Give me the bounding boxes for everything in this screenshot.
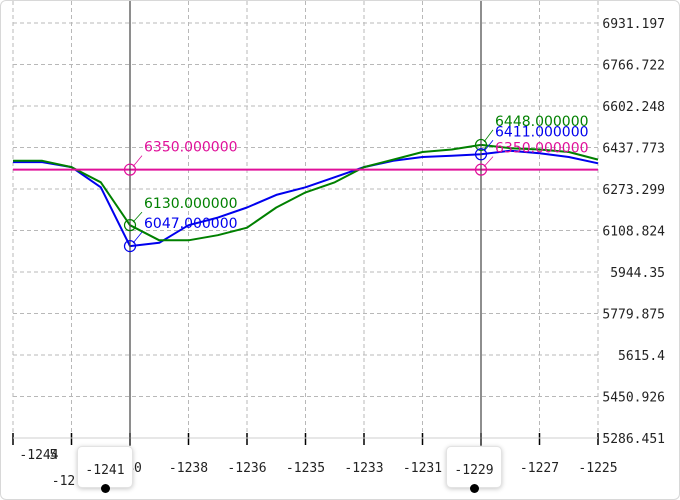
y-tick-label: 6273.299 (602, 183, 665, 198)
y-axis: 6931.197 6766.722 6602.248 6437.773 6273.299… (602, 17, 665, 447)
x-tick-label: -12 (52, 474, 75, 489)
x-tick-label: -1235 (286, 461, 325, 476)
crosshair-handle-label: -1229 (454, 463, 494, 478)
x-tick-label: -1225 (578, 461, 617, 476)
readout-leader (483, 129, 494, 143)
readout-label-magenta: 6350.000000 (144, 140, 238, 156)
series-line-blue (13, 149, 599, 248)
readout-label-blue: 6047.000000 (144, 216, 238, 232)
readout-leader (132, 231, 143, 244)
x-tick-label: -1227 (520, 461, 559, 476)
y-tick-label: 6766.722 (602, 59, 665, 74)
x-tick-label: -1238 (169, 461, 208, 476)
readout-leader (483, 140, 494, 152)
y-tick-label: 6437.773 (602, 142, 665, 157)
crosshair-marker-magenta (123, 163, 137, 176)
x-tick-label: -1244 (19, 448, 58, 463)
y-tick-label: 5944.35 (610, 266, 665, 281)
y-tick-label: 6602.248 (602, 100, 665, 115)
readout-label-green: 6130.000000 (144, 196, 238, 212)
readout-leader (132, 211, 143, 223)
crosshair-marker-blue (474, 148, 488, 161)
y-tick-label: 5286.451 (602, 432, 665, 447)
x-tick-label: -1231 (403, 461, 442, 476)
readout-label-magenta: 6350.000000 (495, 141, 589, 157)
y-tick-label: 6108.824 (602, 225, 665, 240)
x-tick-label-partial: 5 (50, 448, 58, 463)
crosshair-handle-left-dot[interactable] (101, 484, 110, 493)
crosshair-handle-left[interactable]: -1241 (77, 446, 133, 488)
crosshair-handle-right-dot[interactable] (470, 484, 479, 493)
y-tick-label: 6931.197 (602, 17, 665, 32)
crosshair-handle-right[interactable]: -1229 (446, 446, 502, 488)
crosshair-handle-label: -1241 (85, 463, 125, 478)
crosshair-marker-magenta (474, 163, 488, 176)
crosshair-marker-green (123, 219, 137, 232)
crosshair-marker-green (474, 138, 488, 152)
grid (12, 1, 599, 439)
readout-label-blue: 6411.000000 (495, 124, 589, 140)
series-group (13, 143, 599, 248)
x-tick-label: -1236 (227, 461, 266, 476)
readout-leader (483, 156, 494, 167)
series-line-green (13, 143, 599, 242)
crosshairs: 6350.000000 6130.000000 6047.000000 6448.00… (123, 1, 589, 446)
y-tick-label: 5779.875 (602, 308, 665, 323)
readout-leader (132, 155, 143, 167)
y-tick-label: 5615.4 (618, 349, 665, 364)
readout-label-green: 6448.000000 (495, 114, 589, 130)
crosshair-marker-blue (123, 239, 137, 253)
x-tick-label: -1233 (344, 461, 383, 476)
y-tick-label: 5450.926 (602, 391, 665, 406)
